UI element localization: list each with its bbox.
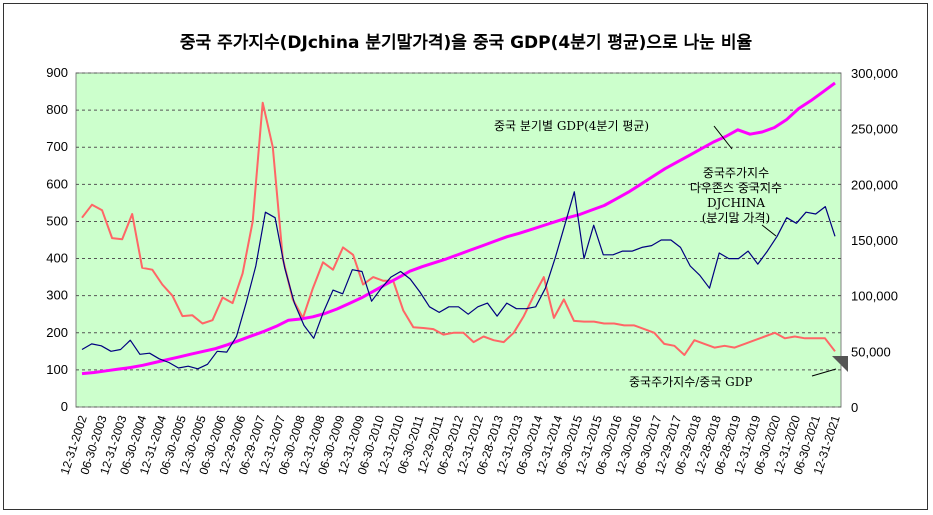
series-layer	[81, 81, 836, 376]
right-axis-tick-label: 150,000	[851, 233, 898, 248]
right-axis-ticks: 0 50,000 100,000 150,000 200,000 250,000 300,0…	[851, 66, 898, 415]
ratio-series-line	[81, 101, 836, 356]
annotation-leaders	[713, 125, 848, 377]
x-axis-ticks: 12-31-200206-30-200312-31-200306-30-2004…	[58, 413, 843, 476]
plot-area	[75, 72, 842, 408]
djchina-annotation-line-2: 다우존스 중국지수	[690, 181, 782, 195]
left-axis-tick-label: 100	[46, 362, 68, 377]
gdp-series-annotation: 중국 분기별 GDP(4분기 평균)	[494, 119, 649, 133]
djchina-annotation-line-4: (분기말 가격)	[702, 211, 770, 225]
left-axis-tick-label: 800	[46, 102, 68, 117]
chart-canvas: 중국 주가지수(DJchina 분기말가격)을 중국 GDP(4분기 평균)으로…	[46, 32, 898, 476]
left-axis-tick-label: 900	[46, 65, 68, 80]
left-axis-tick-label: 200	[46, 325, 68, 340]
left-axis-tick-label: 300	[46, 288, 68, 303]
right-axis-tick-label: 50,000	[851, 344, 891, 359]
chart-frame: 중국 주가지수(DJchina 분기말가격)을 중국 GDP(4분기 평균)으로…	[3, 3, 928, 510]
left-axis-tick-label: 400	[46, 251, 68, 266]
gdp-annotation-leader	[713, 125, 733, 150]
left-axis-tick-label: 600	[46, 176, 68, 191]
right-axis-tick-label: 200,000	[851, 177, 898, 192]
ratio-series-annotation: 중국주가지수/중국 GDP	[629, 375, 752, 389]
grid-lines	[76, 72, 841, 408]
annotations: 중국 분기별 GDP(4분기 평균) 중국주가지수 다우존스 중국지수 DJCH…	[494, 119, 782, 389]
right-axis-tick-label: 0	[851, 400, 858, 415]
djchina-series-line	[81, 191, 836, 370]
djchina-annotation-line-3: DJCHINA	[707, 196, 765, 210]
left-axis-ticks: 0 100 200 300 400 500 600 700 800 900	[46, 65, 68, 414]
right-axis-tick-label: 300,000	[851, 66, 898, 81]
gdp-series-line	[81, 81, 836, 376]
djchina-annotation-line-1: 중국주가지수	[703, 166, 769, 180]
ratio-end-arrow-icon	[832, 356, 848, 372]
right-axis-tick-label: 100,000	[851, 289, 898, 304]
ratio-annotation-leader	[811, 368, 837, 377]
right-axis-tick-label: 250,000	[851, 122, 898, 137]
left-axis-tick-label: 0	[61, 399, 68, 414]
chart-title: 중국 주가지수(DJchina 분기말가격)을 중국 GDP(4분기 평균)으로…	[180, 32, 753, 53]
left-axis-tick-label: 500	[46, 213, 68, 228]
left-axis-tick-label: 700	[46, 139, 68, 154]
djchina-annotation-leader	[761, 224, 777, 237]
